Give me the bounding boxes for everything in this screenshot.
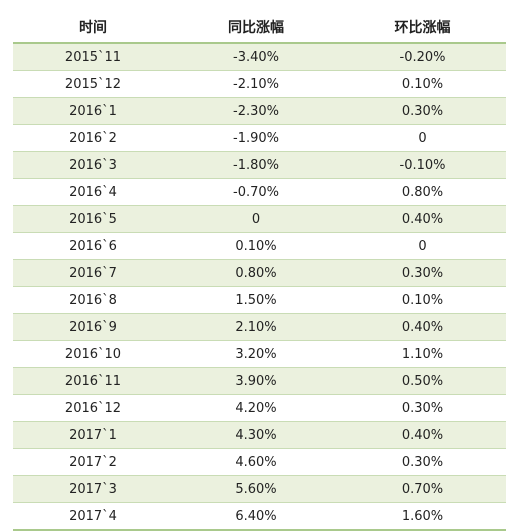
period-cell: 2016`7: [13, 259, 173, 287]
period-cell: 2016`11: [13, 367, 173, 395]
table-row: 2016`6 0.10% 0: [13, 232, 506, 260]
period-cell: 2015`11: [13, 43, 173, 71]
yoy-cell: 2.10%: [173, 313, 339, 341]
table-row: 2016`1 -2.30% 0.30%: [13, 97, 506, 125]
table-body: 2015`11 -3.40% -0.20% 2015`12 -2.10% 0.10% 201…: [13, 43, 506, 531]
price-change-table: 时间 同比涨幅 环比涨幅 2015`11 -3.40% -0.20% 2015`12-…: [13, 12, 506, 531]
period-cell: 2016`5: [13, 205, 173, 233]
yoy-cell: 1.50%: [173, 286, 339, 314]
mom-cell: 0: [339, 232, 506, 260]
yoy-cell: -0.70%: [173, 178, 339, 206]
table-row: 2016`4 -0.70% 0.80%: [13, 178, 506, 206]
period-cell: 2016`9: [13, 313, 173, 341]
yoy-cell: -1.90%: [173, 124, 339, 152]
yoy-cell: 4.30%: [173, 421, 339, 449]
header-row: 时间 同比涨幅 环比涨幅: [13, 12, 506, 44]
yoy-cell: -2.30%: [173, 97, 339, 125]
mom-cell: 0.70%: [339, 475, 506, 503]
period-cell: 2016`2: [13, 124, 173, 152]
mom-cell: 0.10%: [339, 286, 506, 314]
period-cell: 2017`3: [13, 475, 173, 503]
mom-cell: 0.50%: [339, 367, 506, 395]
yoy-cell: 0.10%: [173, 232, 339, 260]
mom-cell: 0.10%: [339, 70, 506, 98]
yoy-cell: -1.80%: [173, 151, 339, 179]
period-cell: 2015`12: [13, 70, 173, 98]
period-cell: 2016`8: [13, 286, 173, 314]
mom-cell: 1.10%: [339, 340, 506, 368]
period-cell: 2016`6: [13, 232, 173, 260]
header-yoy: 同比涨幅: [173, 12, 339, 44]
yoy-cell: -2.10%: [173, 70, 339, 98]
yoy-cell: 3.20%: [173, 340, 339, 368]
yoy-cell: 6.40%: [173, 502, 339, 531]
period-cell: 2017`2: [13, 448, 173, 476]
table-row: 2017`4 6.40% 1.60%: [13, 502, 506, 531]
data-table-container: 时间 同比涨幅 环比涨幅 2015`11 -3.40% -0.20% 2015`12-…: [13, 12, 506, 531]
yoy-cell: 4.20%: [173, 394, 339, 422]
period-cell: 2016`10: [13, 340, 173, 368]
mom-cell: 0.40%: [339, 421, 506, 449]
table-row: 2016`9 2.10% 0.40%: [13, 313, 506, 341]
table-row: 2016`2 -1.90% 0: [13, 124, 506, 152]
mom-cell: 0: [339, 124, 506, 152]
mom-cell: 0.40%: [339, 205, 506, 233]
table-row: 2015`12 -2.10% 0.10%: [13, 70, 506, 98]
period-cell: 2016`12: [13, 394, 173, 422]
mom-cell: -0.10%: [339, 151, 506, 179]
table-row: 2015`11 -3.40% -0.20%: [13, 43, 506, 71]
mom-cell: 0.80%: [339, 178, 506, 206]
yoy-cell: -3.40%: [173, 43, 339, 71]
mom-cell: -0.20%: [339, 43, 506, 71]
table-row: 2016`5 0 0.40%: [13, 205, 506, 233]
table-row: 2016`7 0.80% 0.30%: [13, 259, 506, 287]
mom-cell: 0.30%: [339, 259, 506, 287]
table-row: 2016`10 3.20% 1.10%: [13, 340, 506, 368]
table-row: 2016`8 1.50% 0.10%: [13, 286, 506, 314]
mom-cell: 0.30%: [339, 448, 506, 476]
period-cell: 2017`4: [13, 502, 173, 531]
header-period: 时间: [13, 12, 173, 44]
yoy-cell: 4.60%: [173, 448, 339, 476]
table-row: 2016`3 -1.80% -0.10%: [13, 151, 506, 179]
period-cell: 2016`3: [13, 151, 173, 179]
mom-cell: 0.40%: [339, 313, 506, 341]
period-cell: 2017`1: [13, 421, 173, 449]
mom-cell: 0.30%: [339, 394, 506, 422]
table-row: 2017`1 4.30% 0.40%: [13, 421, 506, 449]
yoy-cell: 0: [173, 205, 339, 233]
yoy-cell: 3.90%: [173, 367, 339, 395]
table-row: 2016`11 3.90% 0.50%: [13, 367, 506, 395]
table-row: 2017`3 5.60% 0.70%: [13, 475, 506, 503]
period-cell: 2016`4: [13, 178, 173, 206]
yoy-cell: 5.60%: [173, 475, 339, 503]
mom-cell: 0.30%: [339, 97, 506, 125]
period-cell: 2016`1: [13, 97, 173, 125]
yoy-cell: 0.80%: [173, 259, 339, 287]
table-header: 时间 同比涨幅 环比涨幅: [13, 12, 506, 44]
mom-cell: 1.60%: [339, 502, 506, 531]
header-mom: 环比涨幅: [339, 12, 506, 44]
table-row: 2017`2 4.60% 0.30%: [13, 448, 506, 476]
table-row: 2016`12 4.20% 0.30%: [13, 394, 506, 422]
